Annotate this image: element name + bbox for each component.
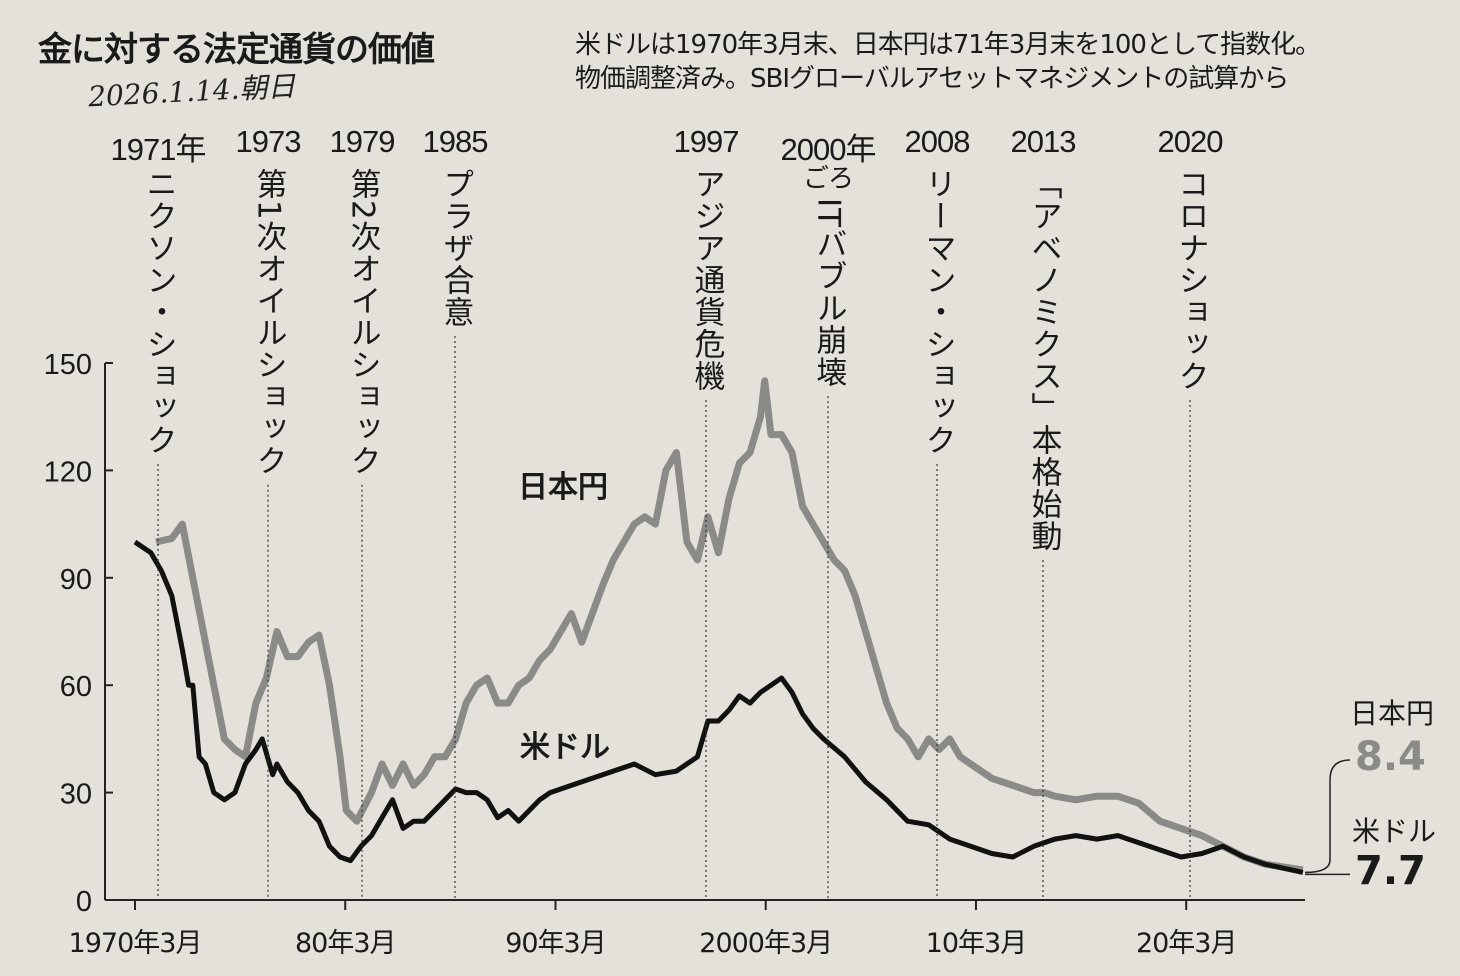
event-text: コロナショック [1172,168,1209,392]
chart-title: 金に対する法定通貨の価値 [38,30,435,70]
event-text: リーマン・ショック [919,168,956,456]
y-tick-label: 90 [60,564,92,596]
leader-line-yen [1304,759,1351,874]
end-label-usd-name: 米ドル [1352,815,1437,848]
event-year-label: 2020 [1157,124,1224,159]
y-tick-label: 0 [76,886,92,918]
x-tick-label: 2000年3月 [699,928,832,959]
event-text: プラザ合意 [437,168,474,328]
event-sub-label: ごろ [802,163,854,193]
event-text: ITバブル崩壊 [810,198,847,389]
series-label-usd: 米ドル [520,730,610,765]
x-tick-label: 1970年3月 [69,928,202,959]
end-label-usd-value: 7.7 [1355,848,1426,894]
end-label-yen-value: 8.4 [1355,734,1426,780]
x-tick-label: 10年3月 [926,928,1027,959]
chart-subtitle: 米ドルは1970年3月末、日本円は71年3月末を100として指数化。 物価調整済… [575,28,1321,96]
series-line-yen [155,377,1304,874]
event-text: 第1次オイルショック [250,168,287,477]
event-year-label: 1985 [422,124,489,159]
event-text: ニクソン・ショック [140,168,177,456]
event-year-label: 1997 [673,124,740,159]
y-tick-label: 120 [44,456,92,488]
event-year-label: 2000年 [780,132,877,167]
event-year-label: 1971年 [110,132,207,167]
event-year-label: 2013 [1010,124,1077,159]
series-line-usd [133,539,1304,875]
series-label-yen: 日本円 [518,470,608,505]
event-text: アジア通貨危機 [688,168,725,392]
subtitle-line-1: 米ドルは1970年3月末、日本円は71年3月末を100として指数化。 [575,30,1321,60]
end-label-yen-name: 日本円 [1350,697,1435,730]
event-year-label: 1979 [329,124,396,159]
event-year-label: 2008 [904,124,971,159]
y-tick-label: 60 [60,671,92,703]
subtitle-line-2: 物価調整済み。SBIグローバルアセットマネジメントの試算から [575,64,1289,94]
x-tick-label: 20年3月 [1136,928,1237,959]
y-tick-label: 30 [60,779,92,811]
x-tick-label: 80年3月 [295,928,396,959]
event-year-label: 1973 [235,124,302,159]
y-tick-label: 150 [44,349,92,381]
event-text: 「アベノミクス」本格始動 [1025,168,1062,552]
x-tick-label: 90年3月 [505,928,606,959]
event-text: 第2次オイルショック [344,168,381,477]
